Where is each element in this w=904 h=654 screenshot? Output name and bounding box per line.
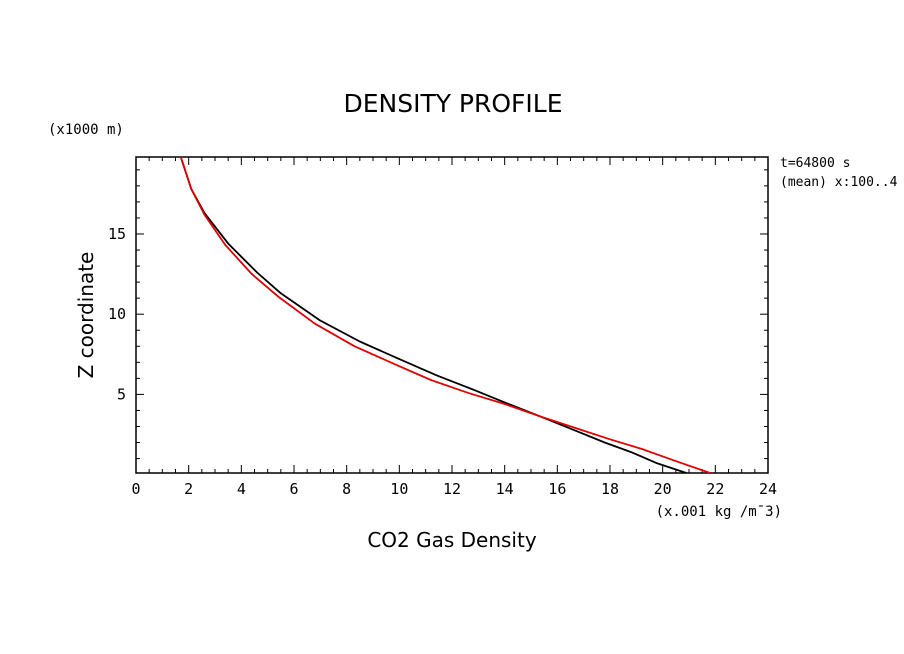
plot-area-border: [135, 156, 769, 474]
x-axis-title: CO2 Gas Density: [367, 528, 537, 552]
x-tick-label: 12: [443, 480, 461, 498]
x-tick-label: 22: [706, 480, 724, 498]
x-tick-label: 0: [131, 480, 140, 498]
x-tick-label: 4: [237, 480, 246, 498]
plot-frame: [135, 156, 769, 474]
x-tick-label: 18: [601, 480, 619, 498]
y-unit-label: (x1000 m): [48, 122, 124, 138]
x-tick-label: 8: [342, 480, 351, 498]
x-tick-label: 6: [289, 480, 298, 498]
y-tick-label: 5: [117, 385, 126, 403]
x-tick-label: 20: [654, 480, 672, 498]
y-axis-ticks: 5 10 15: [108, 169, 768, 460]
y-axis-title: Z coordinate: [74, 252, 98, 379]
x-tick-label: 2: [184, 480, 193, 498]
info-mean-label: (mean) x:100..4: [780, 175, 898, 190]
y-tick-label: 10: [108, 305, 126, 323]
data-series: [179, 156, 711, 474]
info-time-label: t=64800 s: [780, 156, 850, 171]
x-tick-label: 10: [390, 480, 408, 498]
series-line-1: [179, 156, 687, 474]
x-tick-label: 24: [759, 480, 777, 498]
x-axis-ticks: 0 2 4 6 8 10 12 14 16 18 20 22 24: [131, 157, 777, 498]
x-unit-label: (x.001 kg /m¯3): [656, 504, 782, 520]
x-tick-label: 16: [548, 480, 566, 498]
series-line-2: [179, 156, 711, 474]
x-tick-label: 14: [496, 480, 514, 498]
y-tick-label: 15: [108, 225, 126, 243]
chart-title: DENSITY PROFILE: [343, 89, 562, 118]
